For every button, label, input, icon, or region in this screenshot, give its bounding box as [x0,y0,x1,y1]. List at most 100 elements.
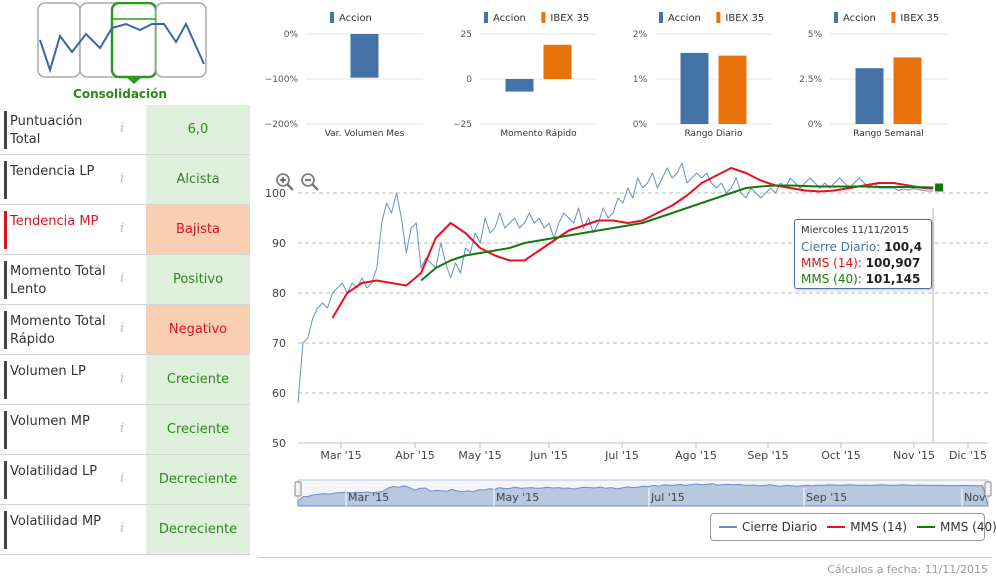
legend-cierre-label: Cierre Diario [742,520,818,534]
indicator-row: Volatilidad MP i Decreciente [0,505,250,555]
info-icon[interactable]: i [120,171,125,186]
indicator-row: Momento Total Rápido i Negativo [0,305,250,355]
indicator-value: Bajista [146,205,250,254]
x-tick-label: Oct '15 [821,449,861,462]
chart-legend: Cierre Diario MMS (14) MMS (40) [710,513,996,541]
tooltip-mms40-value: 101,145 [865,272,921,286]
navigator-handle-right[interactable] [984,481,992,497]
indicator-value: Creciente [146,405,250,454]
indicator-value: Decreciente [146,455,250,504]
tick-label: 0% [808,120,823,130]
tick-label: −200% [265,120,299,130]
info-icon[interactable]: i [120,271,125,286]
legend-swatch [716,12,721,23]
indicator-table: Puntuación Total i 6,0 Tendencia LP i Alcista… [0,105,250,555]
info-icon[interactable]: i [120,121,125,136]
indicator-label: Volatilidad LP [10,464,98,479]
tooltip-mms14-label: MMS (14): [801,256,862,270]
zoom-in-icon[interactable] [275,172,295,192]
tick-label: 2% [633,30,648,40]
mini-chart-rango-diario: Accion IBEX 35 2% 1% 0% Rango Diario [633,12,772,139]
tick-label: −25 [453,120,472,130]
x-tick-label: Ago '15 [675,449,717,462]
bar-accion [680,52,709,124]
footer-date: Cálculos a fecha: 11/11/2015 [827,563,988,576]
x-tick-label: Dic '15 [949,449,987,462]
legend-item-mms14[interactable]: MMS (14) [827,520,907,534]
x-tick-label: Nov '15 [893,449,935,462]
hover-marker [935,183,944,192]
axis-label: Momento Rápido [500,129,577,139]
x-tick-label: Abr '15 [395,449,435,462]
indicator-marker [4,111,7,149]
bar-accion [855,68,884,124]
legend-swatch [834,12,838,23]
y-tick-label: 50 [272,437,286,450]
indicator-label: Momento Total Rápido [10,314,106,347]
legend-label: IBEX 35 [550,13,589,24]
indicator-marker [4,511,7,549]
y-tick-label: 80 [272,287,286,300]
chart-tooltip: Miercoles 11/11/2015 Cierre Diario: 100,… [794,219,932,289]
legend-label: Accion [493,13,526,24]
price-chart[interactable]: 100 90 80 70 60 50 Mar '15 Abr '15 May '15 Jun '1… [258,160,992,510]
x-tick-label: May '15 [458,449,501,462]
info-icon[interactable]: i [120,421,125,436]
legend-swatch [484,12,488,23]
tooltip-mms40-label: MMS (40): [801,272,862,286]
tick-label: −100% [265,75,299,85]
tooltip-cierre-label: Cierre Diario: [801,240,881,254]
info-icon[interactable]: i [120,471,125,486]
bar-accion [350,34,379,78]
info-icon[interactable]: i [120,221,125,236]
pattern-frame-4[interactable] [155,2,207,78]
indicator-marker [4,261,7,299]
legend-swatch [659,12,663,23]
indicator-label: Volumen LP [10,364,86,379]
x-tick-label: Jun '15 [529,449,568,462]
legend-mms40-label: MMS (40) [940,520,996,534]
legend-swatch [541,12,546,23]
indicator-row: Tendencia LP i Alcista [0,155,250,205]
legend-item-cierre[interactable]: Cierre Diario [719,520,817,534]
indicator-marker [4,461,7,499]
navigator-label: Sep '15 [806,491,847,504]
indicator-value: Creciente [146,355,250,404]
legend-label: IBEX 35 [725,13,764,24]
mini-chart-rango-semanal: Accion IBEX 35 5% 2.5% 0% Rango Semanal [799,12,947,139]
navigator-handle-left[interactable] [294,481,302,497]
indicator-marker [4,361,7,399]
series-mms-40- [420,184,934,282]
zoom-out-icon[interactable] [300,172,320,192]
legend-swatch [891,12,896,23]
legend-label: Accion [843,13,876,24]
legend-label: Accion [668,13,701,24]
navigator-series [297,483,989,507]
legend-item-mms40[interactable]: MMS (40) [917,520,996,534]
navigator-label: Jul '15 [650,491,685,504]
info-icon[interactable]: i [120,521,125,536]
navigator-label: May '15 [496,491,539,504]
indicator-value: 6,0 [146,105,250,154]
indicator-value: Positivo [146,255,250,304]
navigator-label: Mar '15 [348,491,389,504]
indicator-marker [4,211,7,249]
info-icon[interactable]: i [120,321,125,336]
indicator-row: Volumen MP i Creciente [0,405,250,455]
x-tick-label: Mar '15 [320,449,361,462]
indicator-row: Tendencia MP i Bajista [0,205,250,255]
pattern-selector[interactable] [36,2,208,104]
y-tick-label: 100 [265,187,286,200]
pattern-frame-selected[interactable] [110,2,158,79]
info-icon[interactable]: i [120,371,125,386]
indicator-label: Tendencia LP [10,164,95,179]
indicator-label: Volumen MP [10,414,90,429]
indicator-label: Puntuación Total [10,114,83,147]
mini-chart-momento: Accion IBEX 35 25 0 −25 Momento Rápido [453,12,597,139]
x-tick-label: Sep '15 [747,449,788,462]
y-tick-label: 60 [272,387,286,400]
indicator-row: Volatilidad LP i Decreciente [0,455,250,505]
y-tick-label: 70 [272,337,286,350]
tick-label: 0% [633,120,648,130]
indicator-row: Volumen LP i Creciente [0,355,250,405]
